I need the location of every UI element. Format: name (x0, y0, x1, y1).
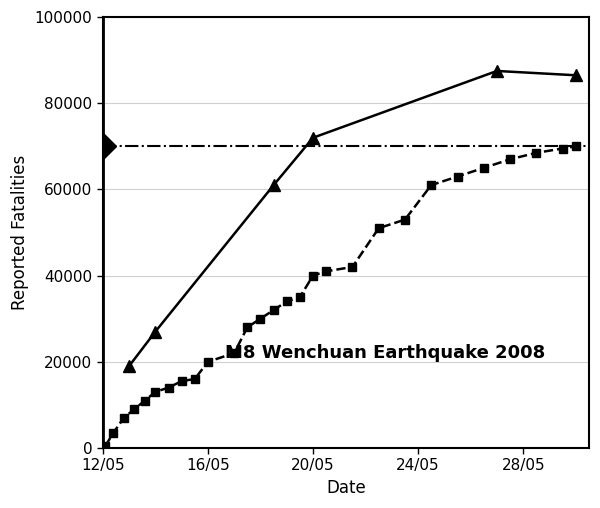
Y-axis label: Reported Fatalities: Reported Fatalities (11, 155, 29, 310)
X-axis label: Date: Date (326, 479, 366, 497)
Text: M8 Wenchuan Earthquake 2008: M8 Wenchuan Earthquake 2008 (224, 344, 545, 362)
